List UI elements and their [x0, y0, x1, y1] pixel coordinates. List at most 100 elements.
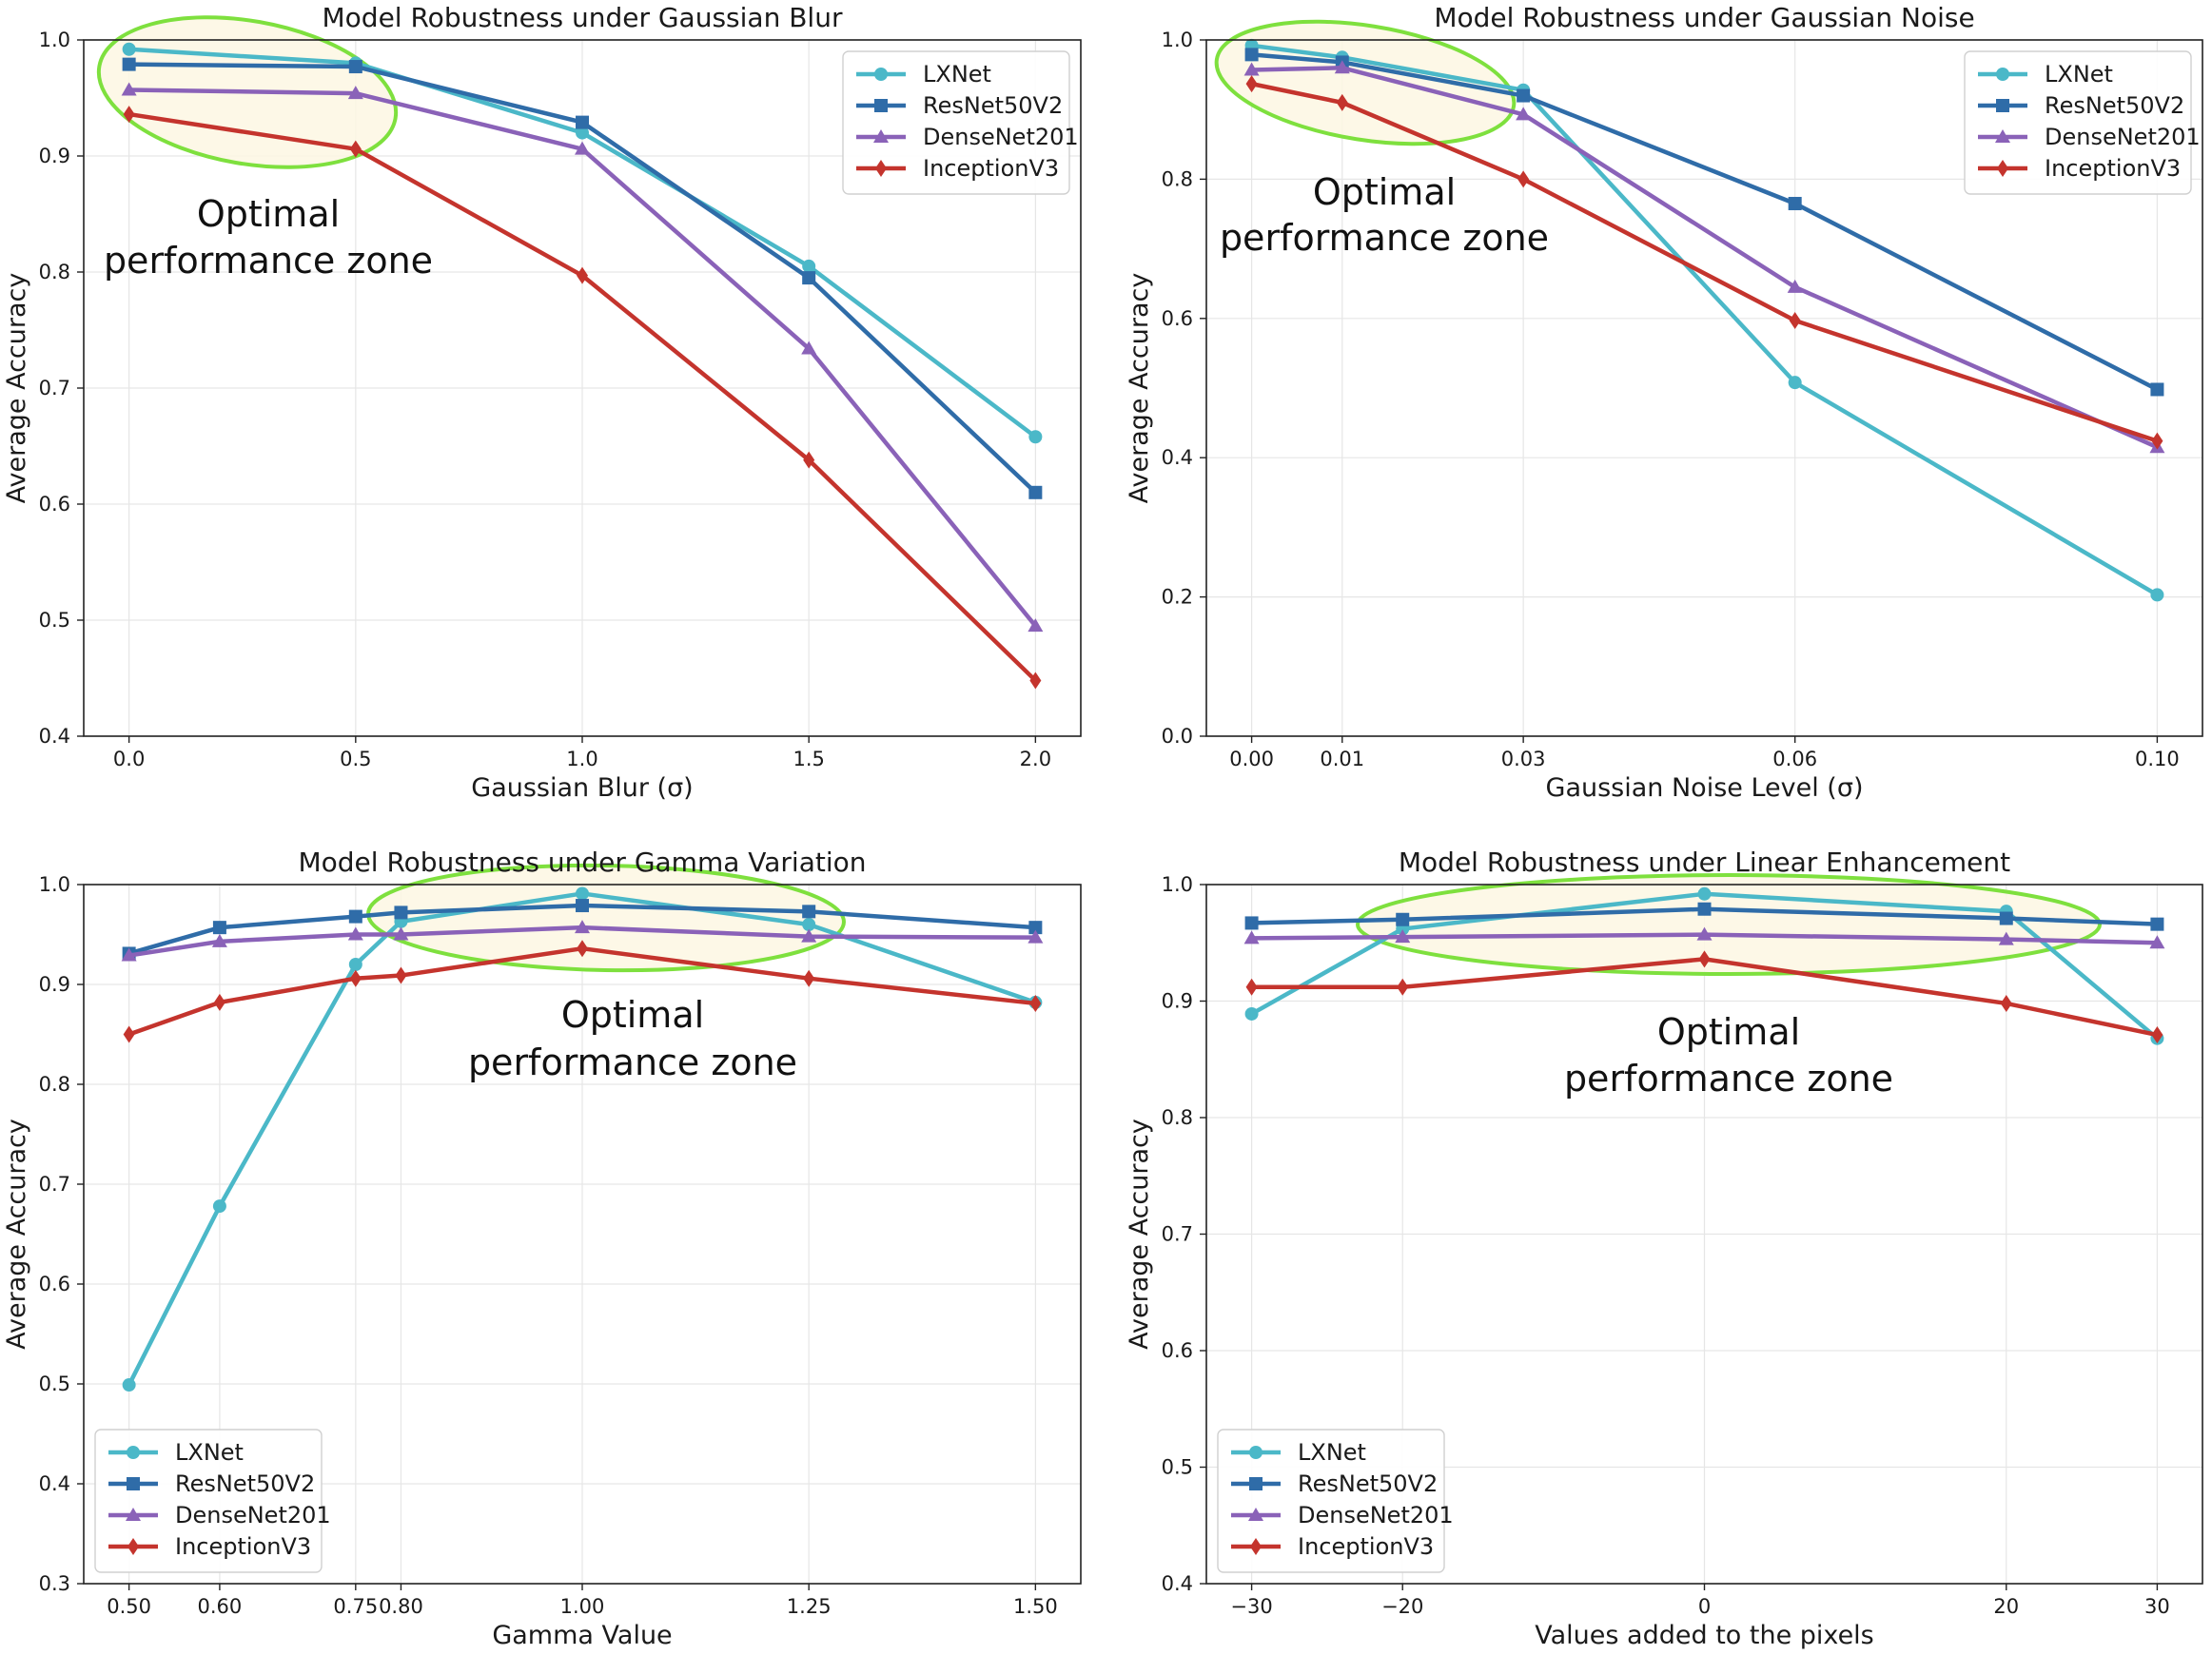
legend-marker-inceptionv3: [127, 1538, 139, 1555]
data-point-resnet50v2: [348, 60, 362, 74]
data-point-densenet201: [1243, 930, 1260, 944]
x-tick-label: 1.50: [1013, 1595, 1058, 1618]
data-point-densenet201: [211, 933, 227, 947]
x-tick-label: 0.0: [113, 748, 145, 770]
legend-marker-lxnet: [127, 1446, 140, 1459]
legend-marker-inceptionv3: [1997, 160, 2008, 177]
y-tick-label: 0.8: [1162, 1106, 1193, 1129]
data-point-inceptionv3: [2151, 432, 2163, 450]
data-point-resnet50v2: [1028, 485, 1043, 499]
data-point-lxnet: [576, 886, 589, 901]
data-point-inceptionv3: [349, 969, 362, 987]
legend: LXNet ResNet50V2 DenseNet201 InceptionV3: [1217, 1429, 1454, 1573]
plot-frame: [1205, 39, 2203, 737]
data-point-lxnet: [802, 918, 816, 931]
y-tick-label: 0.6: [1162, 1339, 1193, 1362]
data-point-resnet50v2: [802, 905, 816, 919]
legend-label-inceptionv3: InceptionV3: [1298, 1533, 1434, 1560]
x-tick-label: 0.5: [340, 748, 371, 770]
data-point-resnet50v2: [212, 921, 226, 935]
x-tick-label: −20: [1381, 1595, 1423, 1618]
data-point-inceptionv3: [349, 140, 362, 158]
data-point-lxnet: [122, 42, 136, 56]
data-point-densenet201: [121, 82, 137, 96]
legend: LXNet ResNet50V2 DenseNet201 InceptionV3: [842, 50, 1079, 195]
legend-label-inceptionv3: InceptionV3: [923, 155, 1059, 182]
data-point-inceptionv3: [2000, 994, 2012, 1012]
chart-panel-gamma-variation: 0.50 0.60 0.75 0.80 1.00 1.25 1.50 0.3 0.4 0.5 0.6…: [2, 847, 1082, 1650]
x-tick-label: 0.03: [1501, 748, 1546, 770]
legend-marker-lxnet: [1996, 68, 2009, 81]
data-point-densenet201: [801, 928, 817, 943]
x-axis-label: Values added to the pixels: [1535, 1621, 1874, 1650]
y-tick-label: 0.4: [1162, 1572, 1193, 1595]
y-tick-label: 1.0: [1162, 873, 1193, 896]
data-point-densenet201: [347, 86, 363, 100]
data-point-inceptionv3: [1397, 978, 1409, 996]
data-point-inceptionv3: [1789, 311, 1801, 329]
legend-marker-lxnet: [1249, 1446, 1263, 1459]
x-tick-label: 2.0: [1020, 748, 1051, 770]
x-tick-label: 0.50: [107, 1595, 151, 1618]
legend-marker-resnet50v2: [1996, 99, 2009, 112]
x-axis-label: Gaussian Blur (σ): [471, 773, 693, 803]
legend-marker-densenet201: [873, 129, 889, 143]
optimal-zone-label: Optimal: [1657, 1011, 1800, 1053]
data-point-resnet50v2: [1244, 48, 1259, 62]
data-point-densenet201: [575, 920, 590, 934]
data-point-lxnet: [348, 958, 362, 971]
x-tick-label: 0.75: [333, 1595, 378, 1618]
data-point-inceptionv3: [1029, 672, 1042, 690]
data-point-inceptionv3: [1245, 978, 1258, 996]
chart-title: Model Robustness under Gamma Variation: [298, 847, 866, 878]
optimal-zone-highlight: [1356, 873, 2102, 976]
legend-marker-inceptionv3: [1250, 1538, 1262, 1555]
x-tick-label: 0.80: [379, 1595, 423, 1618]
y-tick-label: 0.9: [1162, 990, 1193, 1013]
data-point-densenet201: [801, 341, 817, 355]
data-point-densenet201: [1696, 926, 1713, 941]
data-point-resnet50v2: [1999, 911, 2013, 925]
data-point-lxnet: [1788, 376, 1802, 390]
data-point-inceptionv3: [395, 966, 407, 984]
data-point-densenet201: [1028, 618, 1044, 633]
data-point-densenet201: [1516, 107, 1532, 121]
x-tick-label: 1.25: [787, 1595, 832, 1618]
data-point-inceptionv3: [1029, 994, 1042, 1012]
legend-label-lxnet: LXNet: [1298, 1439, 1366, 1466]
data-point-lxnet: [212, 1199, 226, 1214]
x-tick-label: 0.06: [1772, 748, 1817, 770]
data-point-inceptionv3: [1336, 93, 1348, 111]
legend-box: [1964, 50, 2192, 195]
legend-label-lxnet: LXNet: [923, 61, 991, 88]
chart-title: Model Robustness under Gaussian Blur: [323, 2, 843, 33]
x-tick-label: 0.10: [2135, 748, 2180, 770]
chart-panel-linear-enhancement: −30 −20 0 20 30 0.4 0.5 0.6 0.7 0.8 0.9 1.0 Model Ro…: [1125, 847, 2203, 1650]
y-tick-label: 0.8: [1162, 167, 1193, 190]
data-point-densenet201: [1787, 279, 1803, 293]
data-point-inceptionv3: [803, 451, 815, 469]
y-tick-label: 0.8: [39, 261, 70, 283]
legend-label-resnet50v2: ResNet50V2: [1298, 1470, 1438, 1497]
data-point-inceptionv3: [1698, 950, 1711, 968]
y-tick-label: 0.4: [1162, 446, 1193, 469]
legend-box: [94, 1429, 323, 1573]
data-point-inceptionv3: [2151, 1026, 2163, 1044]
data-point-resnet50v2: [1244, 916, 1259, 930]
chart-title: Model Robustness under Gaussian Noise: [1434, 2, 1974, 33]
y-axis-label: Average Accuracy: [1125, 273, 1154, 504]
x-tick-label: 1.00: [560, 1595, 605, 1618]
legend-label-inceptionv3: InceptionV3: [2045, 155, 2181, 182]
y-tick-label: 0.7: [1162, 1223, 1193, 1246]
x-axis-label: Gamma Value: [492, 1621, 672, 1650]
y-tick-label: 0.7: [39, 1173, 70, 1196]
data-point-lxnet: [2150, 588, 2164, 602]
y-tick-label: 0.7: [39, 377, 70, 399]
data-point-densenet201: [1243, 62, 1260, 76]
data-point-densenet201: [347, 926, 363, 941]
data-point-densenet201: [393, 926, 409, 941]
optimal-zone-label: Optimal: [1313, 171, 1456, 213]
legend-label-inceptionv3: InceptionV3: [175, 1533, 311, 1560]
y-tick-label: 1.0: [39, 29, 70, 51]
